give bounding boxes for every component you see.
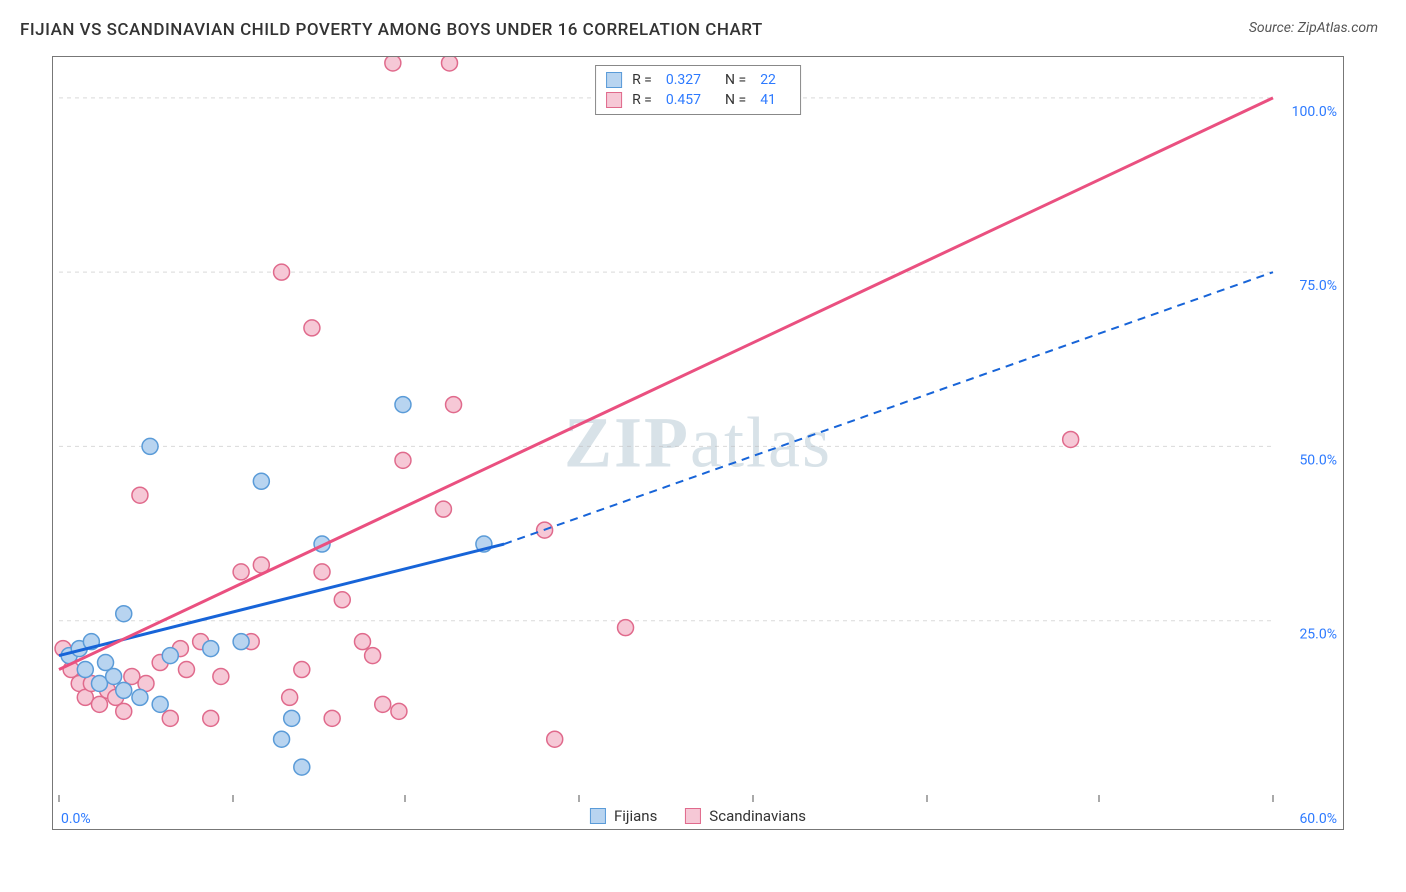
chart-source: Source: ZipAtlas.com	[1249, 20, 1378, 36]
svg-text:25.0%: 25.0%	[1299, 627, 1337, 643]
legend-label-scandinavians: Scandinavians	[709, 807, 806, 825]
svg-text:50.0%: 50.0%	[1299, 452, 1337, 468]
legend-r-value-0: 0.327	[666, 72, 701, 88]
legend-swatch-fijians	[606, 72, 622, 88]
svg-text:75.0%: 75.0%	[1299, 278, 1337, 294]
legend-n-label-1: N =	[725, 92, 746, 108]
chart-title: FIJIAN VS SCANDINAVIAN CHILD POVERTY AMO…	[20, 20, 763, 40]
legend-n-label-0: N =	[725, 72, 746, 88]
legend-label-fijians: Fijians	[614, 807, 657, 825]
legend-swatch-scandinavians-bottom	[685, 808, 701, 824]
legend-n-value-1: 41	[760, 92, 776, 108]
chart-svg: 25.0% 50.0% 75.0% 100.0% 0.0% 60.0%	[53, 57, 1343, 829]
svg-text:100.0%: 100.0%	[1292, 104, 1337, 120]
legend-swatch-fijians-bottom	[590, 808, 606, 824]
legend-series: Fijians Scandinavians	[590, 807, 806, 825]
legend-item-scandinavians: Scandinavians	[685, 807, 806, 825]
legend-r-label-1: R =	[632, 92, 652, 108]
legend-stats: R = 0.327 N = 22 R = 0.457 N = 41	[595, 65, 801, 115]
chart-container: ZIPatlas R = 0.327 N = 22 R = 0.457 N = …	[52, 56, 1344, 830]
legend-r-label-0: R =	[632, 72, 652, 88]
svg-text:0.0%: 0.0%	[61, 811, 91, 827]
legend-r-value-1: 0.457	[666, 92, 701, 108]
legend-swatch-scandinavians	[606, 92, 622, 108]
legend-item-fijians: Fijians	[590, 807, 657, 825]
legend-stats-row-1: R = 0.457 N = 41	[606, 90, 790, 110]
svg-text:60.0%: 60.0%	[1299, 811, 1337, 827]
legend-n-value-0: 22	[760, 72, 776, 88]
legend-stats-row-0: R = 0.327 N = 22	[606, 70, 790, 90]
